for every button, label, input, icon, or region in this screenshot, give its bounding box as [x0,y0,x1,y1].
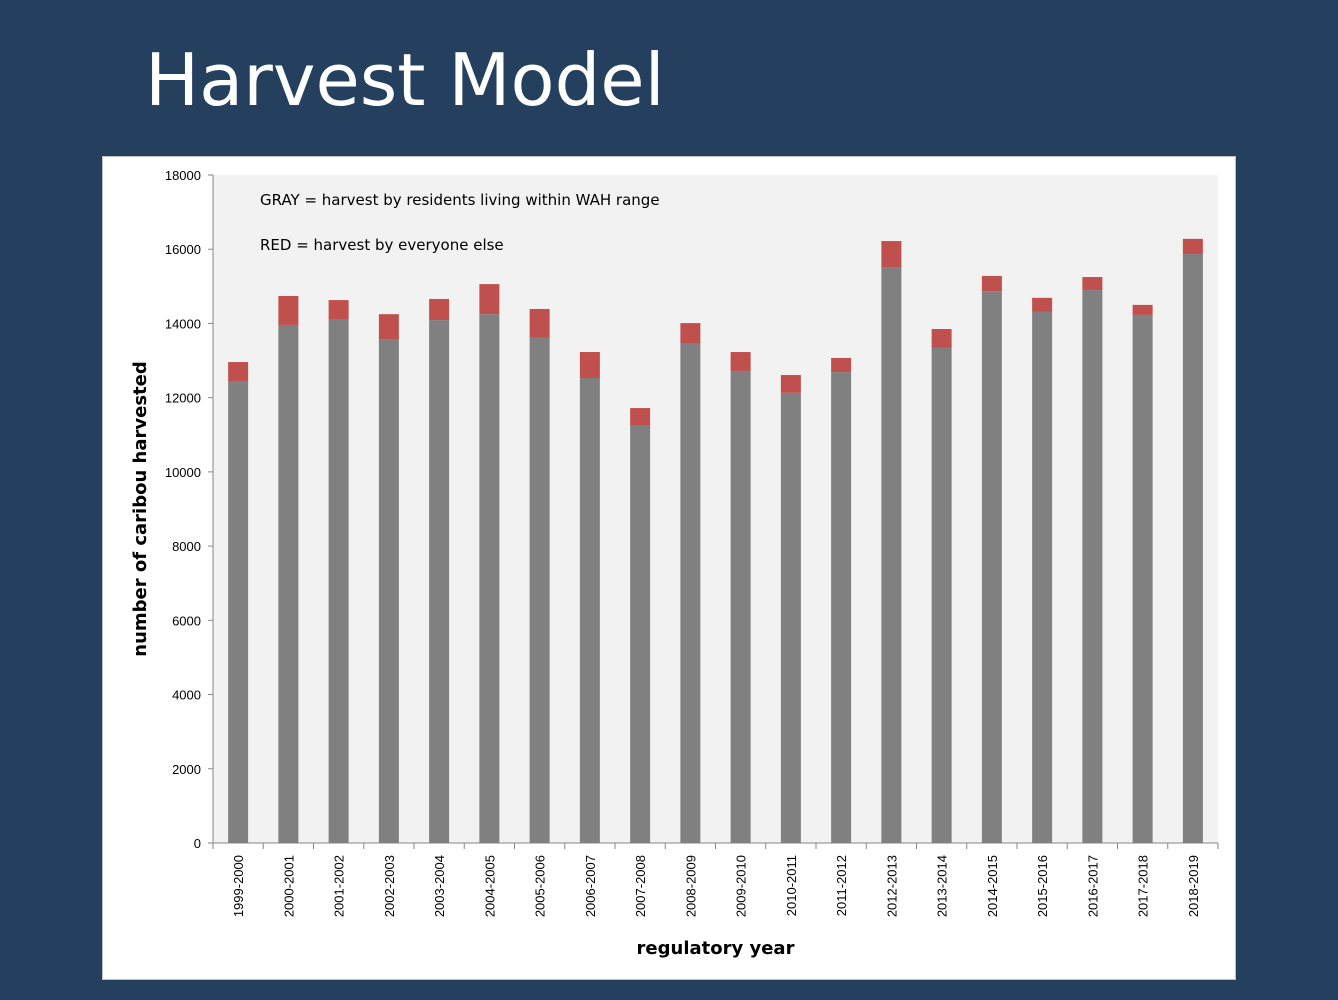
y-tick-label: 14000 [165,316,201,331]
bar-gray [780,392,801,843]
y-tick-label: 8000 [172,539,201,554]
bar-red [278,295,299,325]
bar-red [780,375,801,393]
bar-gray [378,339,399,843]
stacked-bar-chart: 0 2000 4000 6000 8000 10000 12000 14000 16000 180… [130,168,1219,959]
bar-gray [680,343,701,843]
bar-red [1032,297,1053,312]
bar-red [429,298,450,321]
x-tick-label: 2004-2005 [482,855,497,917]
y-tick-label: 10000 [165,465,201,480]
y-tick-label: 6000 [172,613,201,628]
x-tick-label: 2018-2019 [1186,855,1201,917]
bar-gray [1032,311,1053,843]
x-axis-label: regulatory year [637,938,795,959]
x-tick-label: 2003-2004 [432,855,447,917]
bar-red [1082,277,1103,291]
bar-gray [981,291,1002,843]
bar-gray [529,337,550,843]
bar-gray [479,314,500,843]
bar-red [831,357,852,373]
y-tick-label: 16000 [165,242,201,257]
bar-red [881,241,902,268]
x-tick-label: 2000-2001 [281,855,296,917]
bar-red [529,308,550,338]
chart-frame: 0 2000 4000 6000 8000 10000 12000 14000 16000 180… [102,156,1236,980]
y-tick-label: 2000 [172,762,201,777]
bar-gray [931,347,952,843]
slide-title: Harvest Model [145,38,665,122]
x-tick-label: 2012-2013 [884,855,899,917]
bar-gray [228,380,249,843]
y-tick-label: 0 [194,836,201,851]
y-tick-label: 12000 [165,391,201,406]
legend-note-red: RED = harvest by everyone else [260,236,504,254]
bar-red [981,275,1002,292]
x-tick-label: 2005-2006 [533,855,548,917]
x-tick-label: 2011-2012 [834,855,849,916]
x-tick-label: 2017-2018 [1136,855,1151,917]
y-axis-label: number of caribou harvested [130,361,151,656]
bar-gray [831,372,852,843]
x-tick-label: 2006-2007 [583,855,598,917]
x-tick-label: 2014-2015 [985,855,1000,917]
x-tick-label: 1999-2000 [231,855,246,917]
x-tick-label: 2010-2011 [784,855,799,916]
y-tick-label: 18000 [165,168,201,183]
bar-red [328,300,349,319]
x-tick-label: 2008-2009 [683,855,698,917]
bar-gray [730,370,751,843]
x-tick-label: 2013-2014 [935,855,950,917]
bar-gray [429,320,450,843]
bar-gray [1182,254,1203,844]
plot-area [213,175,1218,843]
x-tick-label: 2015-2016 [1035,855,1050,917]
bar-gray [881,267,902,844]
bar-red [730,352,751,371]
bar-red [479,284,500,315]
legend-note-gray: GRAY = harvest by residents living withi… [260,191,660,209]
bar-gray [1132,314,1153,843]
bar-gray [579,377,600,843]
bar-red [1182,238,1203,255]
x-tick-label: 2009-2010 [734,855,749,917]
bar-red [630,408,651,426]
bar-red [680,323,701,344]
bar-red [931,329,952,348]
bar-gray [328,318,349,843]
bar-gray [1082,290,1103,843]
x-tick-label: 2007-2008 [633,855,648,917]
x-tick-label: 2016-2017 [1085,855,1100,917]
x-tick-label: 2002-2003 [382,855,397,917]
bar-red [1132,304,1153,315]
x-tick-label: 2001-2002 [332,855,347,917]
y-tick-label: 4000 [172,688,201,703]
bar-gray [278,324,299,843]
bar-red [579,352,600,378]
bar-red [378,314,399,340]
bar-red [228,362,249,381]
bar-gray [630,425,651,843]
